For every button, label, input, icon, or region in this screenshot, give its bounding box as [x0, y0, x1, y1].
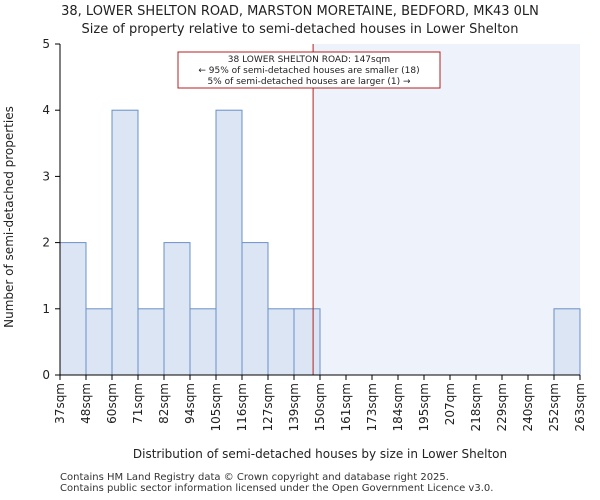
bar-105sqm [215, 109, 243, 376]
bar-82sqm [163, 242, 191, 376]
footer-line-1: Contains HM Land Registry data © Crown c… [60, 472, 449, 483]
annotation-line-1: 38 LOWER SHELTON ROAD: 147sqm [228, 55, 390, 65]
x-tick-label: 116sqm [235, 383, 249, 431]
annotation-line-3: 5% of semi-detached houses are larger (1… [207, 77, 411, 87]
y-tick-label: 3 [42, 169, 50, 183]
x-tick-label: 127sqm [261, 383, 275, 431]
y-ticks: 0 1 2 3 4 5 [42, 37, 60, 382]
x-axis-label: Distribution of semi-detached houses by … [133, 447, 507, 461]
x-tick-label: 60sqm [105, 383, 119, 424]
bar-127sqm [267, 308, 295, 376]
y-tick-label: 1 [42, 302, 50, 316]
bar-252sqm [553, 308, 581, 376]
bar-94sqm [189, 308, 217, 376]
bar-71sqm [137, 308, 165, 376]
bars [59, 109, 581, 376]
bar-60sqm [111, 109, 139, 376]
x-tick-label: 37sqm [53, 383, 67, 424]
annotation-box: 38 LOWER SHELTON ROAD: 147sqm ← 95% of s… [177, 51, 441, 89]
x-tick-label: 263sqm [573, 383, 587, 431]
annotation-line-2: ← 95% of semi-detached houses are smalle… [198, 66, 419, 76]
x-tick-label: 150sqm [313, 383, 327, 431]
x-tick-label: 71sqm [131, 383, 145, 424]
x-tick-label: 229sqm [495, 383, 509, 431]
x-tick-label: 82sqm [157, 383, 171, 424]
y-tick-label: 2 [42, 236, 50, 250]
x-tick-label: 184sqm [391, 383, 405, 431]
bar-139sqm [293, 308, 321, 376]
x-tick-label: 240sqm [521, 383, 535, 431]
footer-line-2: Contains public sector information licen… [60, 483, 494, 494]
x-ticks: 37sqm 48sqm 60sqm 71sqm 82sqm 94sqm 105sqm 116s… [53, 375, 587, 431]
x-tick-label: 173sqm [365, 383, 379, 431]
bar-116sqm [241, 242, 269, 376]
chart-title: 38, LOWER SHELTON ROAD, MARSTON MORETAIN… [61, 4, 539, 19]
x-tick-label: 207qm [443, 383, 457, 425]
y-tick-label: 5 [42, 37, 50, 51]
x-tick-label: 105sqm [209, 383, 223, 431]
x-tick-label: 48sqm [79, 383, 93, 424]
x-tick-label: 218sqm [469, 383, 483, 431]
y-tick-label: 4 [42, 103, 50, 117]
bar-48sqm [85, 308, 113, 376]
x-tick-label: 252sqm [547, 383, 561, 431]
x-tick-label: 94sqm [183, 383, 197, 424]
bar-37sqm [59, 242, 87, 376]
y-axis-label: Number of semi-detached properties [2, 106, 16, 328]
x-tick-label: 139sqm [287, 383, 301, 431]
larger-region-shade [313, 44, 580, 375]
y-tick-label: 0 [42, 368, 50, 382]
x-tick-label: 161sqm [339, 383, 353, 431]
x-tick-label: 195sqm [417, 383, 431, 431]
chart-subtitle: Size of property relative to semi-detach… [82, 22, 519, 37]
annotation-frame [177, 51, 441, 89]
